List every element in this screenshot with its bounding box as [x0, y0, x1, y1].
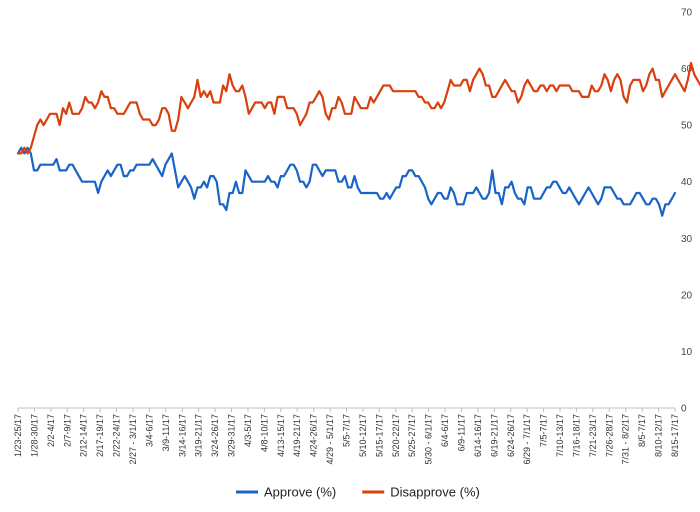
y-axis-ticks: 0 10 20 30 40 50 60 70	[681, 8, 693, 415]
x-tick-label: 4/8-10/17	[259, 414, 269, 452]
x-tick-label: 2/7-9/17	[62, 414, 72, 447]
y-tick-label: 20	[681, 290, 693, 301]
x-tick-label: 3/19-21/17	[194, 414, 204, 457]
x-tick-label: 2/27 - 3/1/17	[128, 414, 138, 465]
x-axis: 1/23-25/17 1/28-30/17 2/2-4/17 2/7-9/17 2/12…	[13, 407, 680, 465]
y-tick-label: 30	[681, 234, 693, 245]
x-tick-label: 5/15-17/17	[374, 414, 384, 457]
y-tick-label: 60	[681, 64, 693, 75]
legend-label-disapprove: Disapprove (%)	[390, 485, 480, 500]
x-tick-label: 6/9-11/17	[456, 414, 466, 451]
x-tick-label: 6/29 - 7/1/17	[522, 414, 532, 465]
x-tick-label: 4/3-5/17	[243, 414, 253, 447]
x-tick-label: 7/26-28/17	[604, 414, 614, 457]
x-tick-label: 7/16-18/17	[571, 414, 581, 457]
x-tick-label: 5/10-12/17	[358, 414, 368, 457]
x-tick-label: 8/15-17/17	[670, 414, 680, 457]
x-tick-label: 4/13-15/17	[276, 414, 286, 457]
x-tick-label: 2/22-24/17	[112, 414, 122, 457]
x-tick-label: 3/29-31/17	[227, 414, 237, 457]
y-tick-label: 70	[681, 8, 693, 19]
y-tick-label: 40	[681, 177, 693, 188]
x-tick-label: 2/12-14/17	[79, 414, 89, 457]
x-tick-label: 4/19-21/17	[292, 414, 302, 457]
x-tick-label: 5/5-7/17	[342, 414, 352, 447]
disapprove-series-line	[16, 61, 700, 155]
legend-label-approve: Approve (%)	[264, 485, 336, 500]
x-tick-label: 6/4-6/17	[440, 414, 450, 447]
x-tick-label: 7/21-23/17	[588, 414, 598, 457]
x-tick-label: 7/31 - 8/2/17	[621, 414, 631, 465]
x-tick-label: 4/24-26/17	[309, 414, 319, 457]
y-tick-label: 10	[681, 347, 693, 358]
series-lines	[16, 61, 700, 217]
x-tick-label: 8/5-7/17	[637, 414, 647, 447]
x-tick-label: 7/5-7/17	[539, 414, 549, 447]
y-tick-label: 0	[681, 404, 687, 415]
y-tick-label: 50	[681, 121, 693, 132]
x-tick-label: 4/29 - 5/1/17	[325, 414, 335, 465]
x-tick-label: 5/25-27/17	[407, 414, 417, 457]
x-tick-label: 3/14-16/17	[177, 414, 187, 457]
x-tick-label: 2/2-4/17	[46, 414, 56, 447]
legend: Approve (%) Disapprove (%)	[236, 485, 480, 500]
x-tick-label: 3/24-26/17	[210, 414, 220, 457]
approve-series-line	[16, 146, 677, 217]
x-tick-label: 5/30 - 6/1/17	[424, 414, 434, 465]
x-tick-label: 2/17-19/17	[95, 414, 105, 457]
x-tick-label: 5/20-22/17	[391, 414, 401, 457]
x-tick-label: 6/14-16/17	[473, 414, 483, 457]
x-tick-label: 7/10-13/17	[555, 414, 565, 457]
x-tick-label: 1/23-25/17	[13, 414, 23, 457]
x-tick-label: 3/4-6/17	[144, 414, 154, 447]
x-tick-label: 6/24-26/17	[506, 414, 516, 457]
x-tick-label: 1/28-30/17	[29, 414, 39, 457]
x-tick-label: 8/10-12/17	[654, 414, 664, 457]
x-tick-label: 3/9-11/17	[161, 414, 171, 451]
x-tick-label: 6/19-21/17	[489, 414, 499, 457]
